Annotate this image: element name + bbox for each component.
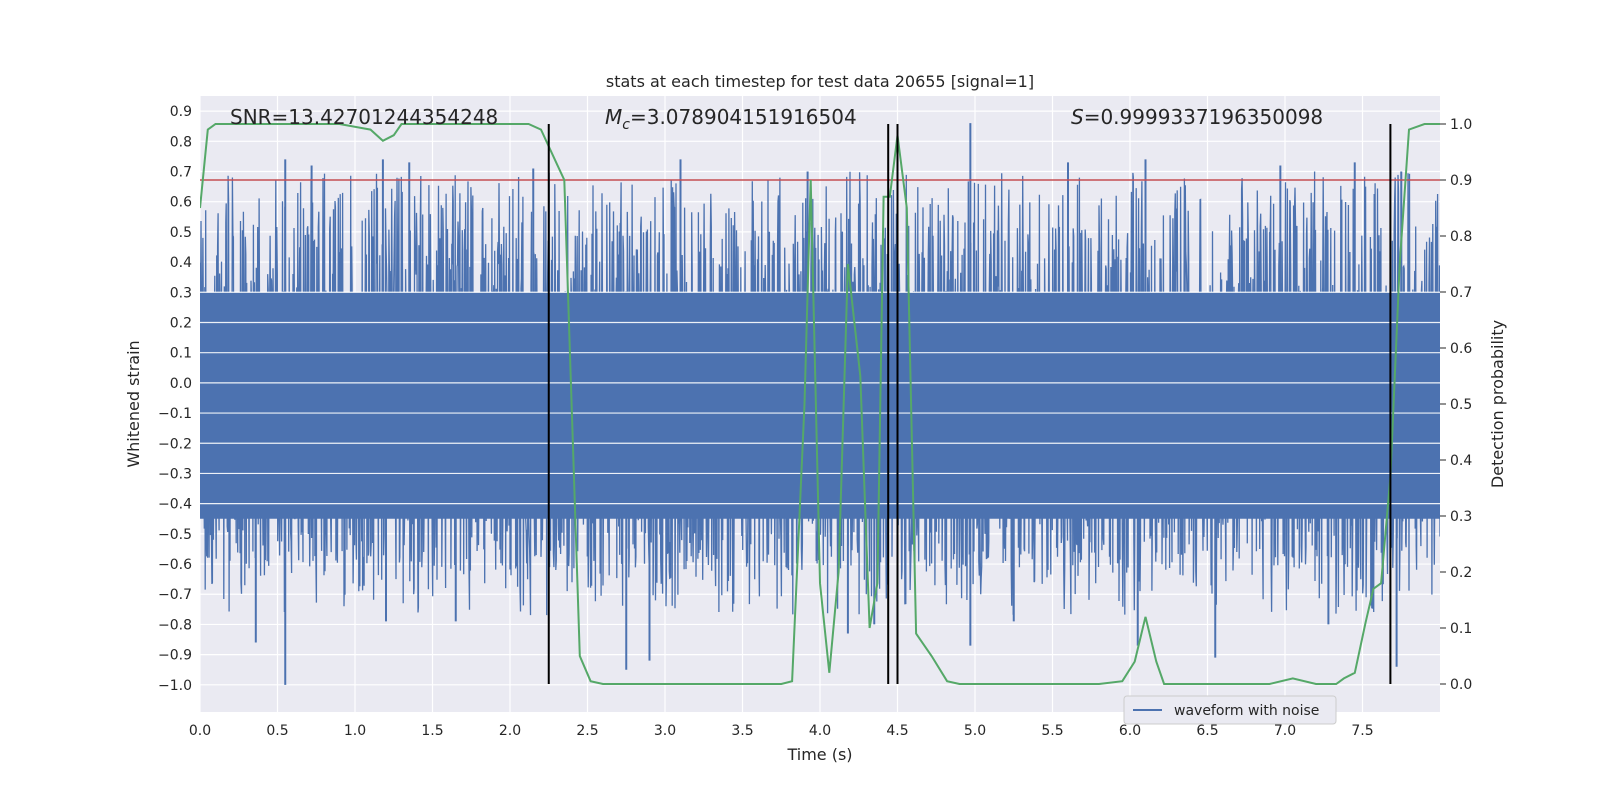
y-tick-label: 0.1 bbox=[170, 346, 192, 362]
right-tick-label: 0.3 bbox=[1450, 509, 1472, 525]
right-tick-label: 0.5 bbox=[1450, 397, 1472, 413]
right-tick-label: 0.2 bbox=[1450, 565, 1472, 581]
y-tick-label: 0.9 bbox=[170, 104, 192, 120]
s-symbol: S bbox=[1071, 105, 1084, 129]
y-tick-label: −0.2 bbox=[158, 436, 192, 452]
x-tick-label: 3.0 bbox=[654, 723, 676, 739]
y-tick-label: −0.6 bbox=[158, 557, 192, 573]
right-tick-label: 0.7 bbox=[1450, 285, 1472, 301]
right-tick-label: 0.4 bbox=[1450, 453, 1472, 469]
right-tick-label: 0.6 bbox=[1450, 341, 1472, 357]
y-axis-label: Whitened strain bbox=[124, 340, 143, 467]
x-tick-label: 5.0 bbox=[964, 723, 986, 739]
waveform-core-band bbox=[200, 292, 1440, 519]
x-tick-label: 0.5 bbox=[266, 723, 288, 739]
legend-label: waveform with noise bbox=[1174, 703, 1319, 719]
x-tick-label: 4.0 bbox=[809, 723, 831, 739]
y-tick-label: 0.6 bbox=[170, 195, 192, 211]
s-value: =0.9999337196350098 bbox=[1084, 105, 1323, 129]
x-tick-label: 6.5 bbox=[1196, 723, 1218, 739]
right-axis-ticks: 1.0 0.9 0.8 0.7 0.6 0.5 0.4 0.3 0.2 0.1 0.0 bbox=[1440, 117, 1472, 693]
x-axis-ticks: 0.0 0.5 1.0 1.5 2.0 2.5 3.0 3.5 4.0 4.5 5.0 5.5 6.0 6… bbox=[189, 723, 1374, 739]
vline-layer bbox=[547, 124, 1392, 684]
right-tick-label: 0.8 bbox=[1450, 229, 1472, 245]
legend: waveform with noise bbox=[1123, 695, 1337, 725]
x-tick-label: 7.5 bbox=[1351, 723, 1373, 739]
mc-annotation: Mc=3.078904151916504 bbox=[605, 105, 857, 133]
mc-value: =3.078904151916504 bbox=[630, 105, 857, 129]
y-tick-label: 0.0 bbox=[170, 376, 192, 392]
probability-layer bbox=[200, 123, 1440, 685]
x-axis-label: Time (s) bbox=[786, 745, 852, 764]
y-tick-label: −0.5 bbox=[158, 527, 192, 543]
x-tick-label: 2.5 bbox=[576, 723, 598, 739]
y-tick-label: −0.1 bbox=[158, 406, 192, 422]
chart-title: stats at each timestep for test data 206… bbox=[606, 72, 1034, 91]
y-tick-label: −1.0 bbox=[158, 678, 192, 694]
y-tick-label: −0.4 bbox=[158, 497, 192, 513]
y-tick-label: −0.3 bbox=[158, 466, 192, 482]
y-tick-label: 0.2 bbox=[170, 315, 192, 331]
legend-box bbox=[1123, 695, 1337, 725]
right-tick-label: 0.9 bbox=[1450, 173, 1472, 189]
x-tick-label: 6.0 bbox=[1119, 723, 1141, 739]
y-tick-label: 0.4 bbox=[170, 255, 192, 271]
y-tick-label: −0.8 bbox=[158, 617, 192, 633]
x-tick-label: 4.5 bbox=[886, 723, 908, 739]
right-tick-label: 0.1 bbox=[1450, 621, 1472, 637]
x-tick-label: 1.5 bbox=[421, 723, 443, 739]
y-tick-label: 0.8 bbox=[170, 134, 192, 150]
x-tick-label: 1.0 bbox=[344, 723, 366, 739]
y-tick-label: −0.9 bbox=[158, 648, 192, 664]
right-axis-label: Detection probability bbox=[1488, 320, 1507, 488]
y-tick-label: 0.7 bbox=[170, 164, 192, 180]
x-tick-label: 0.0 bbox=[189, 723, 211, 739]
right-tick-label: 1.0 bbox=[1450, 117, 1472, 133]
y-tick-label: −0.7 bbox=[158, 587, 192, 603]
x-tick-label: 2.0 bbox=[499, 723, 521, 739]
probability-line bbox=[200, 123, 1440, 685]
waveform-series bbox=[200, 123, 1440, 685]
snr-annotation: SNR=13.42701244354248 bbox=[230, 105, 498, 129]
mc-symbol: M bbox=[605, 105, 622, 129]
y-tick-label: 0.3 bbox=[170, 285, 192, 301]
s-annotation: S=0.9999337196350098 bbox=[1071, 105, 1323, 129]
x-tick-label: 5.5 bbox=[1041, 723, 1063, 739]
x-tick-label: 3.5 bbox=[731, 723, 753, 739]
right-tick-label: 0.0 bbox=[1450, 677, 1472, 693]
y-tick-label: 0.5 bbox=[170, 225, 192, 241]
mc-subscript: c bbox=[622, 117, 630, 133]
y-axis-ticks: 0.9 0.8 0.7 0.6 0.5 0.4 0.3 0.2 0.1 0.0 −0.1 −0.2 −0… bbox=[158, 104, 192, 694]
x-tick-label: 7.0 bbox=[1274, 723, 1296, 739]
